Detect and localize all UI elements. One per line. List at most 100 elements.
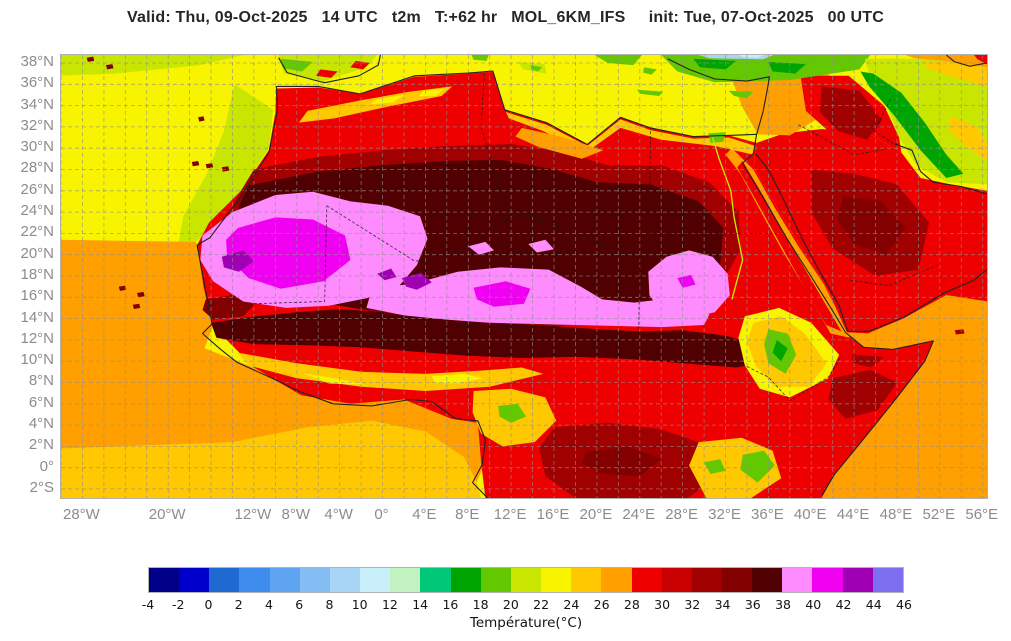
lat-label: 36°N	[20, 74, 54, 92]
lat-label: 34°N	[20, 95, 54, 113]
temp-region-central-magenta	[473, 281, 531, 307]
lon-label: 24°E	[622, 506, 656, 523]
legend-color-cell	[510, 568, 542, 592]
lat-label: 20°N	[20, 244, 54, 262]
temp-region-azores-1	[86, 56, 95, 62]
page-title: Valid: Thu, 09-Oct-2025 14 UTC t2m T:+62…	[126, 9, 885, 26]
legend-color-cell	[299, 568, 330, 592]
lon-label: 28°E	[665, 506, 698, 523]
legend-tick-label: 38	[775, 597, 791, 612]
country-border	[746, 355, 842, 402]
lat-label: 16°N	[20, 287, 54, 305]
country-border	[253, 205, 328, 305]
lat-label: 2°S	[29, 478, 54, 496]
temp-region-ethiopia-darkgreen	[772, 339, 788, 362]
temp-region-senegal-dark	[202, 294, 254, 320]
country-border	[480, 72, 544, 221]
legend-color-cell	[872, 568, 903, 592]
temp-region-zagros-green	[860, 71, 964, 178]
river-nile	[711, 137, 744, 300]
temp-region-mauritania-purple	[221, 250, 254, 272]
temp-region-pink-spot-1	[468, 241, 494, 255]
temp-region-congo-maroon	[581, 446, 662, 477]
lat-label: 12°N	[20, 329, 54, 347]
legend-tick-label: 32	[684, 597, 701, 612]
country-border	[423, 322, 535, 328]
temp-region-pink-spot-2	[528, 239, 554, 253]
temp-region-sudan-magenta	[677, 274, 696, 288]
legend-color-cell	[420, 568, 451, 592]
legend-tick-label: 8	[325, 597, 334, 612]
temp-region-niger-purple	[401, 272, 432, 290]
legend-tick-label: 4	[264, 597, 273, 612]
legend-color-cell	[812, 568, 843, 592]
legend-color-cell	[782, 568, 813, 592]
temp-region-madeira	[198, 116, 205, 122]
temp-region-ne-corner-red	[974, 55, 987, 65]
lat-label: 10°N	[20, 351, 54, 369]
temp-region-atlas-yellow	[369, 94, 404, 105]
lat-label: 14°N	[20, 308, 54, 326]
temp-region-atlas-yellow-2	[419, 88, 445, 96]
coastline	[894, 143, 987, 195]
map-frame	[60, 54, 988, 499]
legend-tick-label: 18	[472, 597, 489, 612]
coastline	[667, 58, 770, 135]
temp-region-turkey-lightcyan	[738, 55, 765, 58]
legend-color-cell	[390, 568, 421, 592]
legend-tick-label: 16	[442, 597, 459, 612]
lat-label: 30°N	[20, 138, 54, 156]
coastline	[945, 55, 987, 67]
legend-tick-label: 30	[654, 597, 671, 612]
legend-tick-label: 0	[204, 597, 213, 612]
temp-region-egypt-coast-amber	[505, 112, 756, 155]
legend-tick-label: 44	[865, 597, 882, 612]
temp-region-azores-2	[106, 64, 114, 70]
legend-color-cell	[329, 568, 361, 592]
temp-region-iraq-dark	[819, 86, 882, 140]
country-border	[638, 256, 641, 331]
lon-label: 20°E	[579, 506, 613, 523]
temp-region-nw-atlantic-band	[61, 55, 244, 76]
legend-color-cell	[842, 568, 873, 592]
lon-label: 12°E	[493, 506, 527, 523]
temp-region-capeverde-1	[118, 285, 127, 291]
temp-region-guinea-yellow	[302, 372, 367, 385]
legend-tick-label: 14	[412, 597, 429, 612]
lon-label: 4°W	[324, 506, 353, 523]
legend-color-cell	[360, 568, 391, 592]
legend-color-cell	[239, 568, 270, 592]
temp-region-iberia-red	[316, 69, 338, 78]
legend-tick-label: 24	[563, 597, 580, 612]
temp-region-somalia-dark	[828, 369, 897, 419]
legend-tick-label: 34	[714, 597, 731, 612]
temp-region-atlas-amber	[298, 86, 453, 123]
temp-region-greece-green	[594, 55, 642, 66]
coastline	[821, 331, 934, 496]
lat-label: 22°N	[20, 223, 54, 241]
legend-tick-label: 42	[835, 597, 852, 612]
country-border	[849, 263, 940, 287]
legend-tick-label: 26	[593, 597, 610, 612]
legend-color-cell	[269, 568, 300, 592]
lon-label: 52°E	[922, 506, 956, 523]
lon-label: 36°E	[751, 506, 784, 523]
legend-tick-label: 28	[623, 597, 640, 612]
lat-label: 0°	[39, 457, 54, 475]
lon-label: 56°E	[965, 506, 999, 523]
temp-region-caspian-orange	[905, 55, 987, 68]
temp-region-sicily-green	[530, 65, 543, 72]
lat-label: 6°N	[28, 393, 54, 411]
temp-region-nile-delta	[708, 132, 726, 143]
temp-region-iran-amber-2	[948, 116, 987, 161]
lon-label: 28°W	[63, 506, 100, 523]
lon-label: 8°W	[281, 506, 311, 523]
temp-region-uganda-green	[704, 459, 726, 474]
country-border	[873, 99, 897, 146]
temp-region-nigeria-yellow	[431, 373, 484, 384]
temp-region-iran-amber	[923, 61, 987, 87]
legend-color-cell	[661, 568, 692, 592]
legend-tick-label: 46	[896, 597, 912, 612]
legend-color-cell	[721, 568, 753, 592]
